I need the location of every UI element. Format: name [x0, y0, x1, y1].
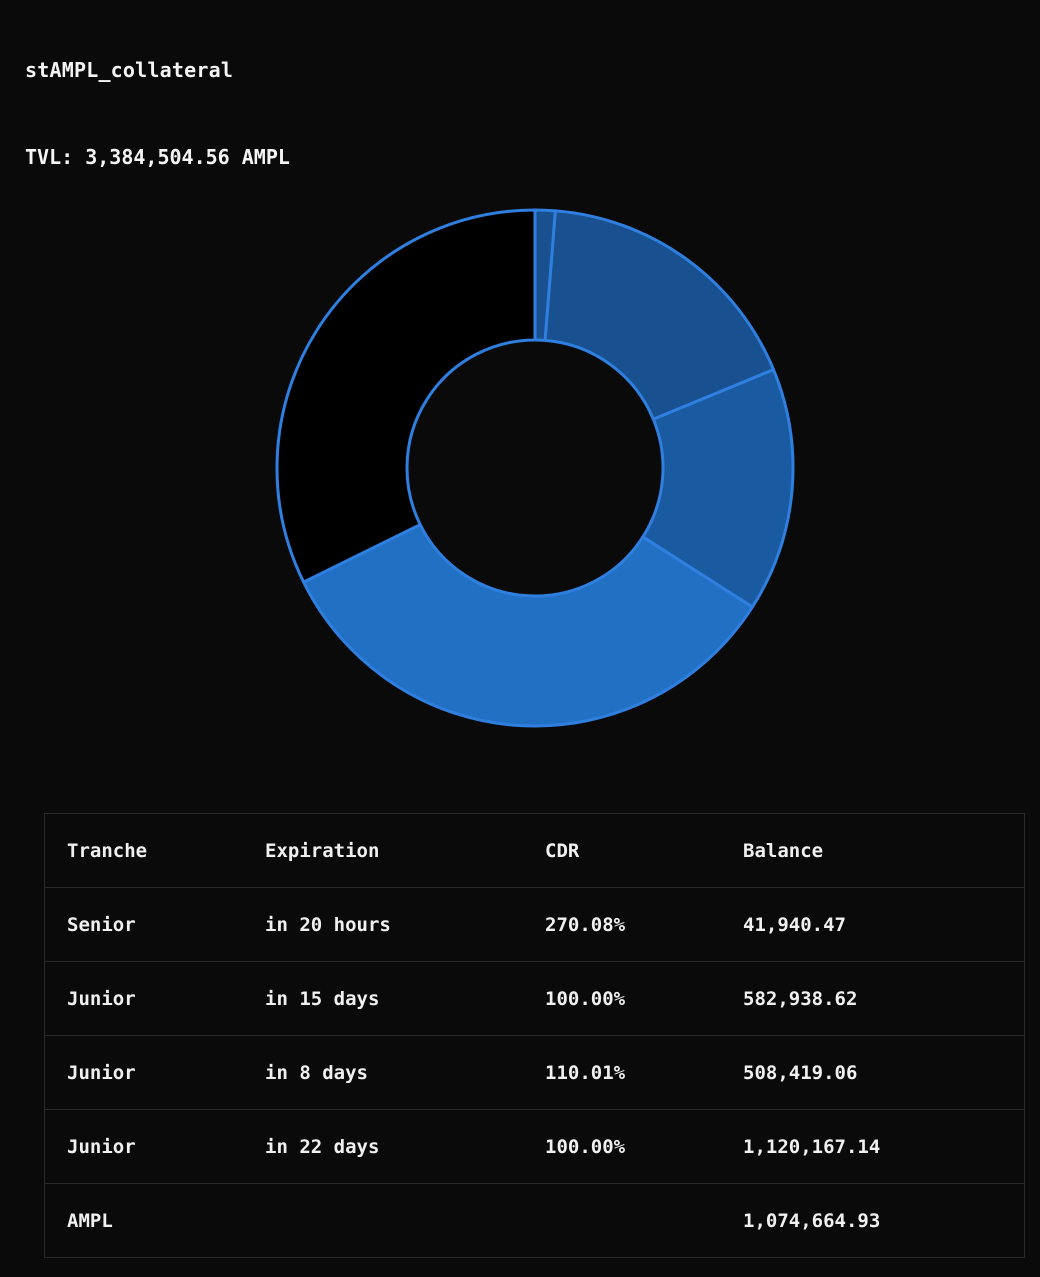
donut-slice-junior-3[interactable] [302, 523, 754, 728]
donut-slice-junior-2[interactable] [641, 368, 795, 609]
cell-cdr: 110.01% [523, 1035, 721, 1110]
cell-tranche: Junior [45, 961, 243, 1036]
cell-expiration: in 22 days [243, 1109, 523, 1184]
cell-cdr: 100.00% [523, 961, 721, 1036]
cell-tranche: Senior [45, 887, 243, 962]
cell-cdr: 270.08% [523, 887, 721, 962]
tvl-value: 3,384,504.56 [85, 145, 230, 169]
cell-cdr: 100.00% [523, 1109, 721, 1184]
column-header-balance: Balance [721, 814, 1024, 888]
cell-balance: 1,120,167.14 [721, 1109, 1024, 1184]
cell-balance: 508,419.06 [721, 1035, 1024, 1110]
tvl-label: TVL: [25, 145, 74, 169]
cell-balance: 1,074,664.93 [743, 1209, 881, 1232]
cell-tranche: AMPL [67, 1209, 113, 1232]
cell-balance: 582,938.62 [721, 961, 1024, 1036]
table-row[interactable]: Junior in 8 days 110.01% 508,419.06 [45, 1035, 1024, 1110]
column-header-expiration: Expiration [243, 814, 523, 888]
cell-expiration: in 20 hours [243, 887, 523, 962]
cell-tranche: Junior [45, 1035, 243, 1110]
column-header-cdr: CDR [523, 814, 721, 888]
tranche-table-container: Tranche Expiration CDR Balance Senior in… [44, 813, 1025, 1258]
tranche-table: Tranche Expiration CDR Balance Senior in… [45, 814, 1024, 1257]
donut-chart-container [0, 190, 1040, 750]
tvl-unit: AMPL [241, 145, 290, 169]
cell-expiration [243, 1184, 523, 1258]
page-title: stAMPL_collateral [25, 58, 234, 82]
table-row[interactable]: AMPL 1,074,664.93 [45, 1184, 1024, 1258]
table-row[interactable]: Junior in 15 days 100.00% 582,938.62 [45, 961, 1024, 1036]
cell-balance: 41,940.47 [721, 887, 1024, 962]
cell-cdr [523, 1184, 721, 1258]
tvl-summary: TVL: 3,384,504.56 AMPL [25, 145, 290, 169]
table-row[interactable]: Junior in 22 days 100.00% 1,120,167.14 [45, 1109, 1024, 1184]
donut-slice-junior-1[interactable] [543, 209, 776, 421]
table-row[interactable]: Senior in 20 hours 270.08% 41,940.47 [45, 887, 1024, 962]
column-header-tranche: Tranche [45, 814, 243, 888]
donut-slice-ampl-4[interactable] [275, 208, 537, 584]
cell-expiration: in 8 days [243, 1035, 523, 1110]
cell-tranche: Junior [45, 1109, 243, 1184]
cell-expiration: in 15 days [243, 961, 523, 1036]
table-header-row: Tranche Expiration CDR Balance [45, 814, 1024, 888]
donut-chart [275, 208, 795, 728]
